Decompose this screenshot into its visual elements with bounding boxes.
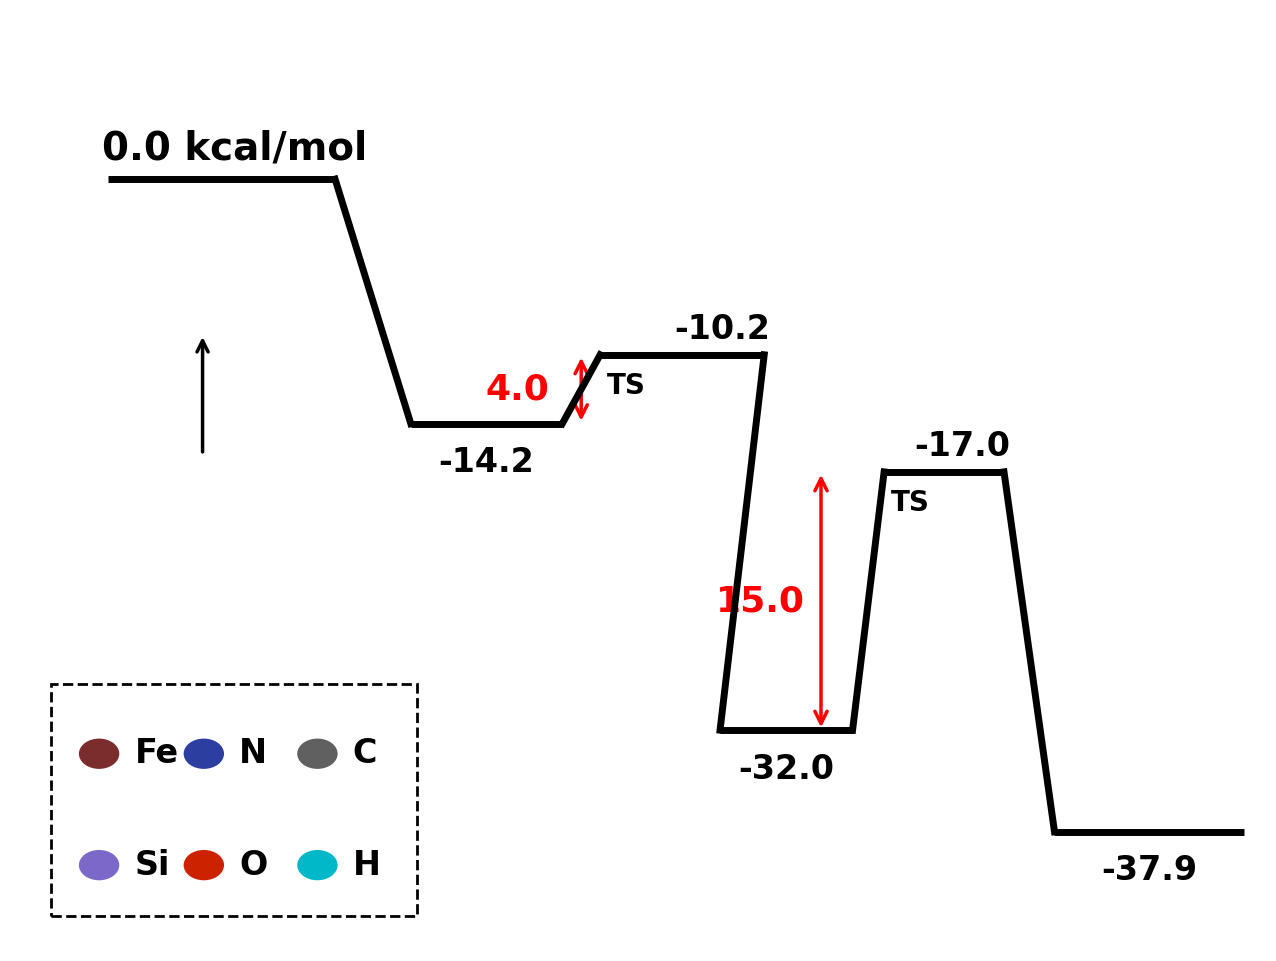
Circle shape: [297, 739, 338, 769]
Circle shape: [184, 850, 225, 880]
Text: O: O: [239, 849, 268, 881]
FancyBboxPatch shape: [51, 684, 417, 916]
Circle shape: [184, 739, 225, 769]
Circle shape: [79, 850, 119, 880]
Text: H: H: [352, 849, 380, 881]
Text: 0.0 kcal/mol: 0.0 kcal/mol: [102, 129, 367, 167]
Text: -10.2: -10.2: [675, 313, 771, 346]
Text: Fe: Fe: [134, 737, 179, 771]
Text: 15.0: 15.0: [716, 584, 805, 618]
Text: -17.0: -17.0: [915, 431, 1011, 463]
Text: -32.0: -32.0: [739, 752, 835, 785]
Circle shape: [79, 739, 119, 769]
Text: N: N: [239, 737, 267, 771]
Text: Si: Si: [134, 849, 170, 881]
Text: -37.9: -37.9: [1101, 854, 1197, 887]
Text: -14.2: -14.2: [439, 446, 535, 480]
Text: TS: TS: [606, 372, 646, 400]
Circle shape: [297, 850, 338, 880]
Text: TS: TS: [891, 489, 929, 517]
Text: 4.0: 4.0: [486, 372, 550, 407]
Text: C: C: [352, 737, 378, 771]
